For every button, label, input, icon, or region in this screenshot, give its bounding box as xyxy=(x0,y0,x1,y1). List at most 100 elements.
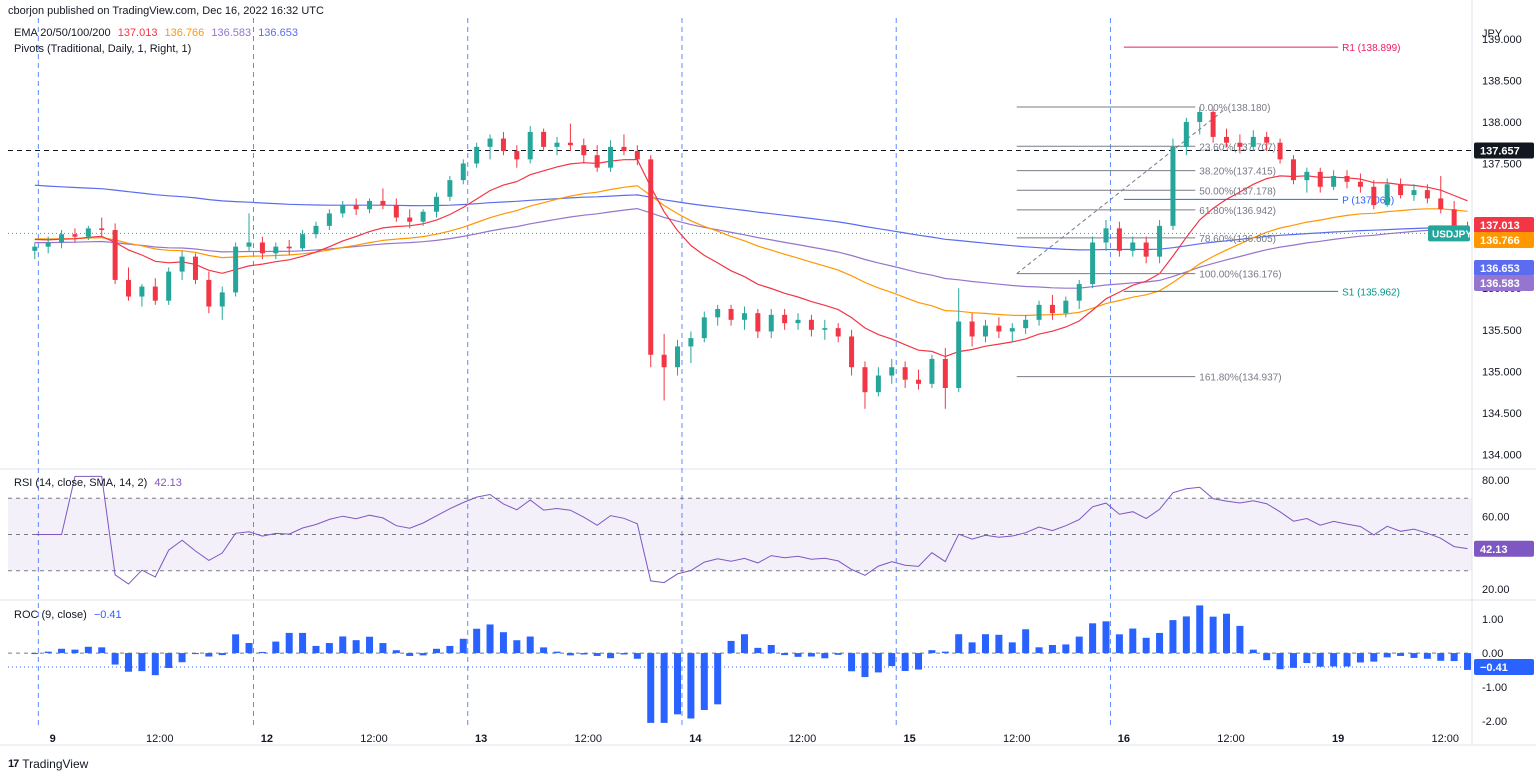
candle[interactable] xyxy=(72,228,78,243)
candle[interactable] xyxy=(1438,175,1444,214)
candle[interactable] xyxy=(634,145,640,166)
candle[interactable] xyxy=(862,361,868,409)
candle[interactable] xyxy=(648,155,654,368)
candle[interactable] xyxy=(1049,294,1055,320)
candle[interactable] xyxy=(768,309,774,339)
candle[interactable] xyxy=(112,223,118,285)
candle[interactable] xyxy=(969,313,975,347)
candle[interactable] xyxy=(192,253,198,285)
candle[interactable] xyxy=(527,126,533,164)
candle[interactable] xyxy=(1036,300,1042,326)
candle[interactable] xyxy=(219,286,225,320)
candle[interactable] xyxy=(1116,221,1122,257)
candle[interactable] xyxy=(367,198,373,214)
candle[interactable] xyxy=(340,200,346,218)
candle[interactable] xyxy=(715,304,721,326)
candle[interactable] xyxy=(246,213,252,251)
candle[interactable] xyxy=(942,348,948,409)
candle[interactable] xyxy=(688,331,694,364)
candle[interactable] xyxy=(460,159,466,185)
candle[interactable] xyxy=(233,242,239,297)
candle[interactable] xyxy=(1237,134,1243,154)
candle[interactable] xyxy=(929,354,935,389)
rsi-badge[interactable]: 42.13 xyxy=(1474,540,1534,557)
candle[interactable] xyxy=(608,140,614,172)
candle[interactable] xyxy=(326,209,332,231)
candle[interactable] xyxy=(621,134,627,156)
pivots-legend[interactable]: Pivots (Traditional, Daily, 1, Right, 1) xyxy=(14,43,195,55)
candle[interactable] xyxy=(1264,131,1270,152)
candle[interactable] xyxy=(1076,279,1082,310)
candle[interactable] xyxy=(500,131,506,156)
candle[interactable] xyxy=(1157,220,1163,264)
candle[interactable] xyxy=(45,236,51,254)
candle[interactable] xyxy=(554,136,560,156)
candle[interactable] xyxy=(152,278,158,305)
candle[interactable] xyxy=(474,142,480,168)
candle[interactable] xyxy=(1183,117,1189,156)
candle[interactable] xyxy=(433,192,439,218)
candle[interactable] xyxy=(353,198,359,216)
candle[interactable] xyxy=(32,242,38,260)
roc-legend[interactable]: ROC (9, close) −0.41 xyxy=(14,609,126,621)
candle[interactable] xyxy=(99,217,105,237)
time-axis[interactable]: 9 12:00 12 12:00 13 12:00 14 12:00 15 12:00 16 12:0… xyxy=(50,733,1459,745)
candle[interactable] xyxy=(1304,167,1310,193)
roc-badge[interactable]: −0.41 xyxy=(1474,659,1534,676)
price-axis[interactable]: JPY139.000138.500138.000137.500136.00013… xyxy=(1428,0,1534,745)
candle[interactable] xyxy=(487,134,493,160)
candle[interactable] xyxy=(594,145,600,172)
candle[interactable] xyxy=(996,317,1002,339)
candle[interactable] xyxy=(701,311,707,343)
candle[interactable] xyxy=(1090,236,1096,289)
candle[interactable] xyxy=(1063,296,1069,318)
candle[interactable] xyxy=(1424,184,1430,204)
candle[interactable] xyxy=(1170,138,1176,231)
candle[interactable] xyxy=(313,221,319,239)
candle[interactable] xyxy=(1290,155,1296,185)
level-badge[interactable]: 137.657 xyxy=(1474,142,1534,159)
candle[interactable] xyxy=(849,329,855,376)
candle[interactable] xyxy=(393,198,399,222)
candle[interactable] xyxy=(808,314,814,337)
candle[interactable] xyxy=(179,250,185,280)
candle[interactable] xyxy=(1384,178,1390,207)
candle[interactable] xyxy=(1210,109,1216,143)
candle[interactable] xyxy=(447,175,453,201)
candle[interactable] xyxy=(661,333,667,401)
candle[interactable] xyxy=(286,240,292,255)
candle[interactable] xyxy=(1371,180,1377,210)
candle[interactable] xyxy=(1023,314,1029,334)
candle[interactable] xyxy=(1143,236,1149,264)
candle[interactable] xyxy=(1357,173,1363,193)
candle[interactable] xyxy=(59,230,65,249)
ema-badge[interactable]: 136.653 xyxy=(1474,260,1534,276)
ema-badge[interactable]: 137.013 xyxy=(1474,217,1534,233)
candle[interactable] xyxy=(166,267,172,305)
candle[interactable] xyxy=(795,313,801,330)
candle[interactable] xyxy=(741,306,747,330)
candle[interactable] xyxy=(1197,106,1203,135)
candle[interactable] xyxy=(982,319,988,343)
candle[interactable] xyxy=(728,304,734,326)
candle[interactable] xyxy=(541,128,547,152)
candle[interactable] xyxy=(1317,167,1323,193)
ema-badge[interactable]: 136.583 xyxy=(1474,275,1534,291)
candle[interactable] xyxy=(1009,323,1015,343)
price-pane[interactable]: 0.00%(138.180) 23.60%(137.707) 38.20%(137.… xyxy=(8,43,1472,409)
candle[interactable] xyxy=(782,309,788,330)
candle[interactable] xyxy=(875,367,881,397)
candle[interactable] xyxy=(380,188,386,210)
ema-badge[interactable]: 136.766 xyxy=(1474,232,1534,248)
candle[interactable] xyxy=(567,123,573,152)
candle[interactable] xyxy=(755,309,761,339)
candle[interactable] xyxy=(407,209,413,229)
candle[interactable] xyxy=(1103,220,1109,251)
candle[interactable] xyxy=(300,230,306,251)
candle[interactable] xyxy=(1250,130,1256,152)
candle[interactable] xyxy=(206,271,212,314)
candle[interactable] xyxy=(1344,170,1350,189)
candle[interactable] xyxy=(822,319,828,340)
candle[interactable] xyxy=(581,138,587,164)
